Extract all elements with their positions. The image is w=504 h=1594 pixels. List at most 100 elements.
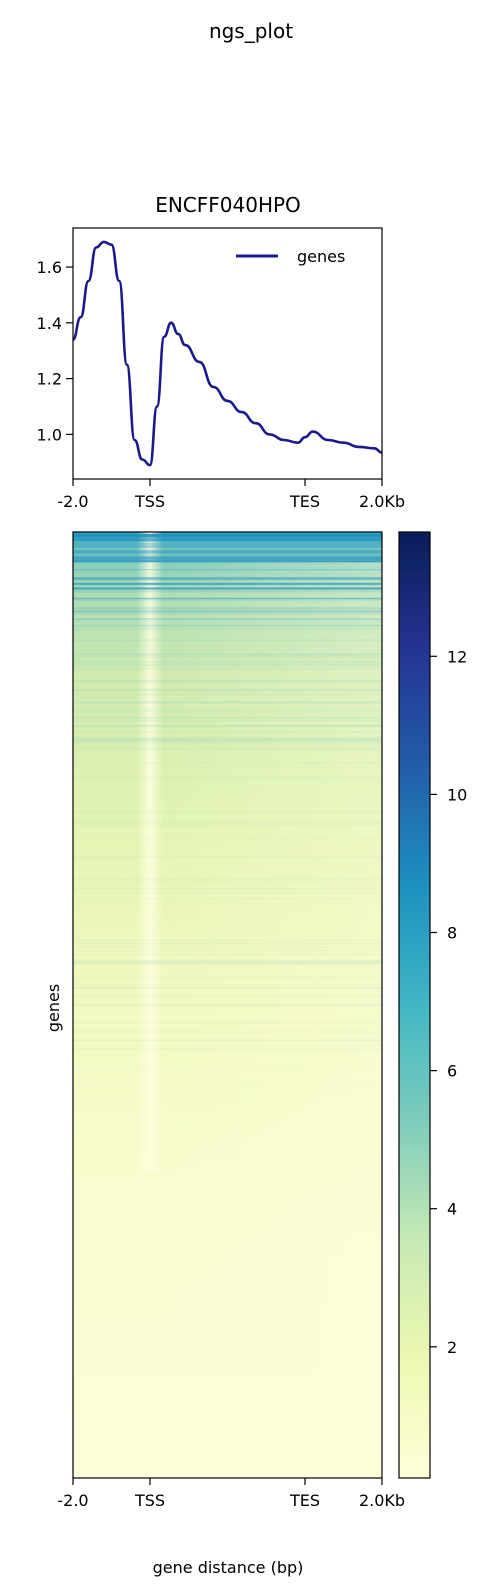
heatmap-row-streak — [73, 738, 382, 740]
heatmap-row-streak — [73, 681, 382, 683]
profile-x-tick-label: TES — [289, 492, 320, 511]
heatmap-row-streak — [73, 1031, 382, 1033]
heatmap-row-streak — [73, 534, 382, 537]
heatmap-row-streak — [73, 625, 382, 627]
profile-plot: 1.0 1.2 1.4 1.6 -2.0 TSS TES 2.0Kb genes — [37, 227, 405, 511]
colorbar: 2 4 6 8 10 12 — [398, 531, 467, 1479]
colorbar-tick-label: 2 — [447, 1338, 457, 1357]
heatmap-row-streak — [73, 552, 382, 555]
heatmap-row-streak — [73, 537, 382, 541]
heatmap-row-streak — [73, 1063, 382, 1065]
heatmap-row-streak — [73, 984, 382, 985]
heatmap-row-streak — [73, 653, 382, 655]
heatmap-row-streak — [73, 598, 382, 601]
profile-y-tick-label: 1.2 — [37, 370, 62, 389]
heatmap-row-streak — [73, 579, 382, 581]
heatmap-x-tick-label: TSS — [134, 1491, 165, 1510]
profile-y-tick-label: 1.6 — [37, 258, 62, 277]
heatmap-row-streak — [73, 582, 382, 585]
heatmap-row-streak — [73, 639, 382, 642]
heatmap-row-streak — [73, 534, 382, 536]
colorbar-tick-label: 10 — [447, 785, 467, 804]
heatmap-row-streak — [73, 986, 382, 989]
heatmap-row-streak — [73, 680, 382, 682]
heatmap-row-streak — [73, 954, 382, 955]
heatmap-row-streak — [73, 690, 382, 691]
heatmap-row-streak — [73, 607, 382, 609]
heatmap-row-streak — [73, 667, 382, 670]
figure-suptitle: ngs_plot — [209, 19, 293, 43]
heatmap-row-streak — [73, 557, 382, 560]
profile-x-tick-label: 2.0Kb — [359, 492, 405, 511]
heatmap-row-streak — [73, 811, 382, 814]
heatmap-row-streak — [73, 780, 382, 782]
heatmap-row-streak — [73, 892, 382, 894]
heatmap-row-streak — [73, 738, 382, 741]
heatmap-row-streak — [73, 725, 382, 728]
heatmap-right-fade — [160, 560, 382, 1460]
heatmap-row-streak — [73, 549, 382, 551]
heatmap-row-streak — [73, 607, 382, 609]
heatmap-row-streak — [73, 587, 382, 590]
heatmap-row-streak — [73, 560, 382, 562]
heatmap-row-streak — [73, 801, 382, 803]
colorbar-tick-label: 8 — [447, 923, 457, 942]
heatmap-row-streak — [73, 542, 382, 546]
colorbar-gradient — [398, 531, 431, 1479]
heatmap-x-axis-label: gene distance (bp) — [153, 1558, 304, 1577]
heatmap-row-streak — [73, 538, 382, 541]
heatmap-row-streak — [73, 588, 382, 591]
heatmap-row-streak — [73, 609, 382, 612]
heatmap-row-streak — [73, 534, 382, 535]
heatmap-row-streak — [73, 624, 382, 627]
heatmap-row-streak — [73, 536, 382, 539]
heatmap-row-streak — [73, 805, 382, 807]
heatmap-row-streak — [73, 823, 382, 826]
heatmap-row-streak — [73, 877, 382, 880]
heatmap-row-streak — [73, 888, 382, 890]
heatmap-row-streak — [73, 1039, 382, 1042]
heatmap-row-streak — [73, 1044, 382, 1046]
heatmap-x-tick-label: TES — [289, 1491, 320, 1510]
profile-line-genes — [73, 240, 382, 467]
heatmap-row-streak — [73, 645, 382, 647]
heatmap-row-streak — [73, 776, 382, 779]
heatmap-row-streak — [73, 623, 382, 625]
heatmap-row-streak — [73, 660, 382, 662]
heatmap-row-streak — [73, 986, 382, 989]
heatmap-row-streak — [73, 837, 382, 839]
heatmap-row-streak — [73, 540, 382, 542]
heatmap-row-streak — [73, 995, 382, 998]
heatmap-row-streak — [73, 688, 382, 691]
heatmap-row-streak — [73, 978, 382, 980]
profile-y-tick-label: 1.0 — [37, 425, 62, 444]
heatmap-row-streak — [73, 545, 382, 548]
heatmap-row-streak — [73, 736, 382, 739]
heatmap-row-streak — [73, 716, 382, 719]
heatmap-row-streak — [73, 879, 382, 880]
heatmap-row-streak — [73, 607, 382, 609]
heatmap-row-streak — [73, 534, 382, 537]
heatmap-row-streak — [73, 534, 382, 536]
heatmap-row-streak — [73, 714, 382, 716]
heatmap-axes-frame — [72, 531, 383, 1479]
heatmap-row-streak — [73, 650, 382, 651]
heatmap-y-axis-label: genes — [44, 984, 63, 1032]
heatmap-row-streak — [73, 661, 382, 664]
colorbar-tick-label: 4 — [447, 1200, 457, 1219]
heatmap-row-streak — [73, 711, 382, 713]
heatmap-row-streak — [73, 536, 382, 538]
colorbar-tick-label: 6 — [447, 1062, 457, 1081]
heatmap-row-streak — [73, 534, 382, 537]
heatmap-row-streak — [73, 583, 382, 586]
heatmap-row-streak — [73, 950, 382, 952]
heatmap-row-streak — [73, 1001, 382, 1002]
heatmap-row-streak — [73, 654, 382, 657]
heatmap-row-streak — [73, 656, 382, 659]
heatmap-row-streak — [73, 557, 382, 560]
heatmap-row-streak — [73, 534, 382, 536]
heatmap-row-streak — [73, 1033, 382, 1035]
heatmap-row-streak — [73, 1048, 382, 1051]
colorbar-tick-label: 12 — [447, 647, 467, 666]
